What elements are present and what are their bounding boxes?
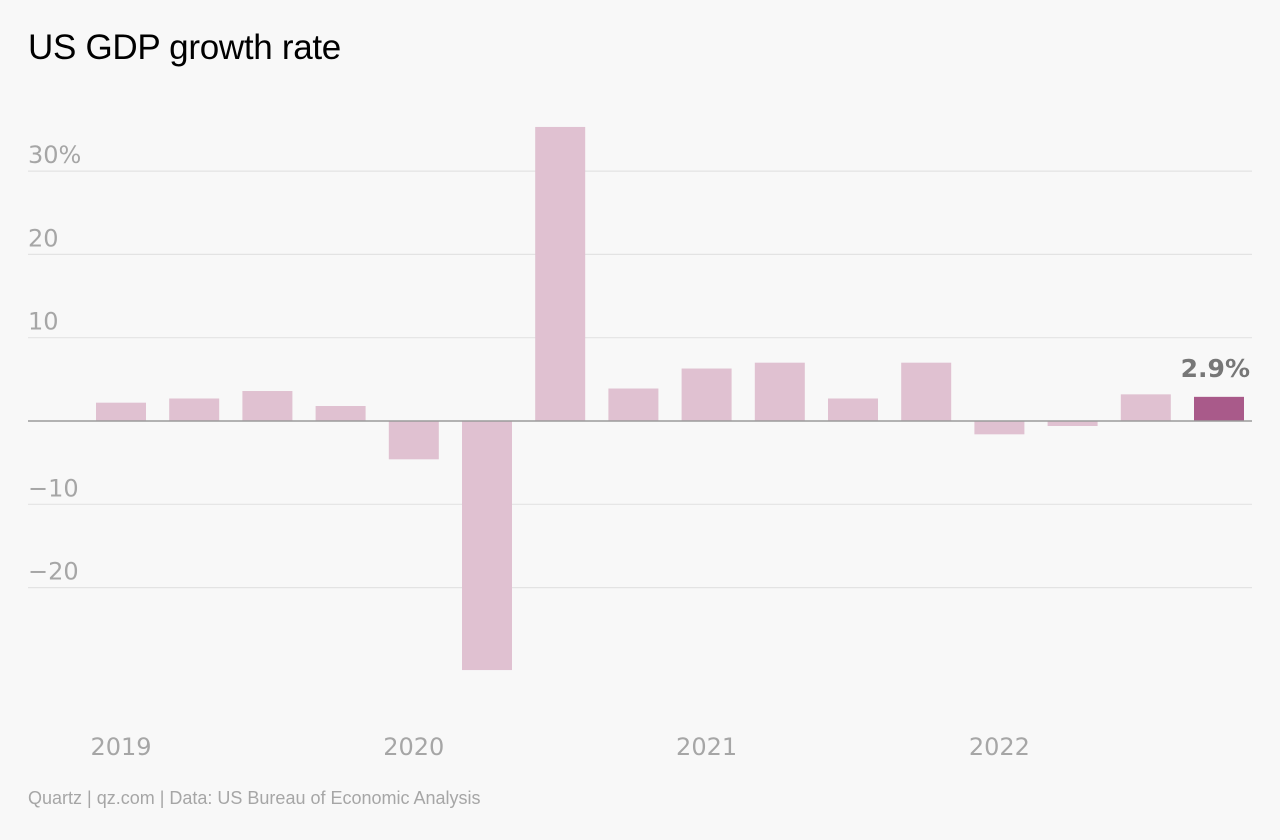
bar-highlighted xyxy=(1194,396,1244,421)
bar xyxy=(681,368,732,421)
bar xyxy=(169,398,220,421)
bar xyxy=(388,421,439,460)
bar xyxy=(1120,394,1171,421)
bar xyxy=(901,362,952,421)
bar xyxy=(535,126,586,422)
bars xyxy=(96,126,1244,671)
y-tick-label: 30% xyxy=(28,141,81,169)
x-tick-label: 2019 xyxy=(90,733,151,761)
bar xyxy=(315,406,366,421)
x-tick-label: 2021 xyxy=(676,733,737,761)
y-tick-label: 10 xyxy=(28,308,59,336)
bar xyxy=(608,388,659,421)
grid-lines xyxy=(28,170,1252,589)
y-tick-label: −10 xyxy=(28,474,79,502)
x-tick-label: 2022 xyxy=(969,733,1030,761)
bar xyxy=(974,421,1025,435)
chart-title: US GDP growth rate xyxy=(28,28,341,67)
y-tick-label: −20 xyxy=(28,558,79,586)
latest-value-label: 2.9% xyxy=(1181,354,1250,383)
annotations: 2.9% xyxy=(1181,354,1250,383)
bar xyxy=(462,421,512,671)
bar xyxy=(754,362,805,421)
source-footer: Quartz | qz.com | Data: US Bureau of Eco… xyxy=(28,788,481,808)
bar xyxy=(1047,421,1098,426)
x-axis-ticks: 2019 2020 2021 2022 xyxy=(90,733,1029,761)
y-tick-label: 20 xyxy=(28,224,59,252)
x-tick-label: 2020 xyxy=(383,733,444,761)
y-axis-ticks: 30% 20 10 −10 −20 xyxy=(28,141,81,585)
bar xyxy=(828,398,878,421)
bar xyxy=(96,402,146,421)
bar xyxy=(242,391,293,421)
